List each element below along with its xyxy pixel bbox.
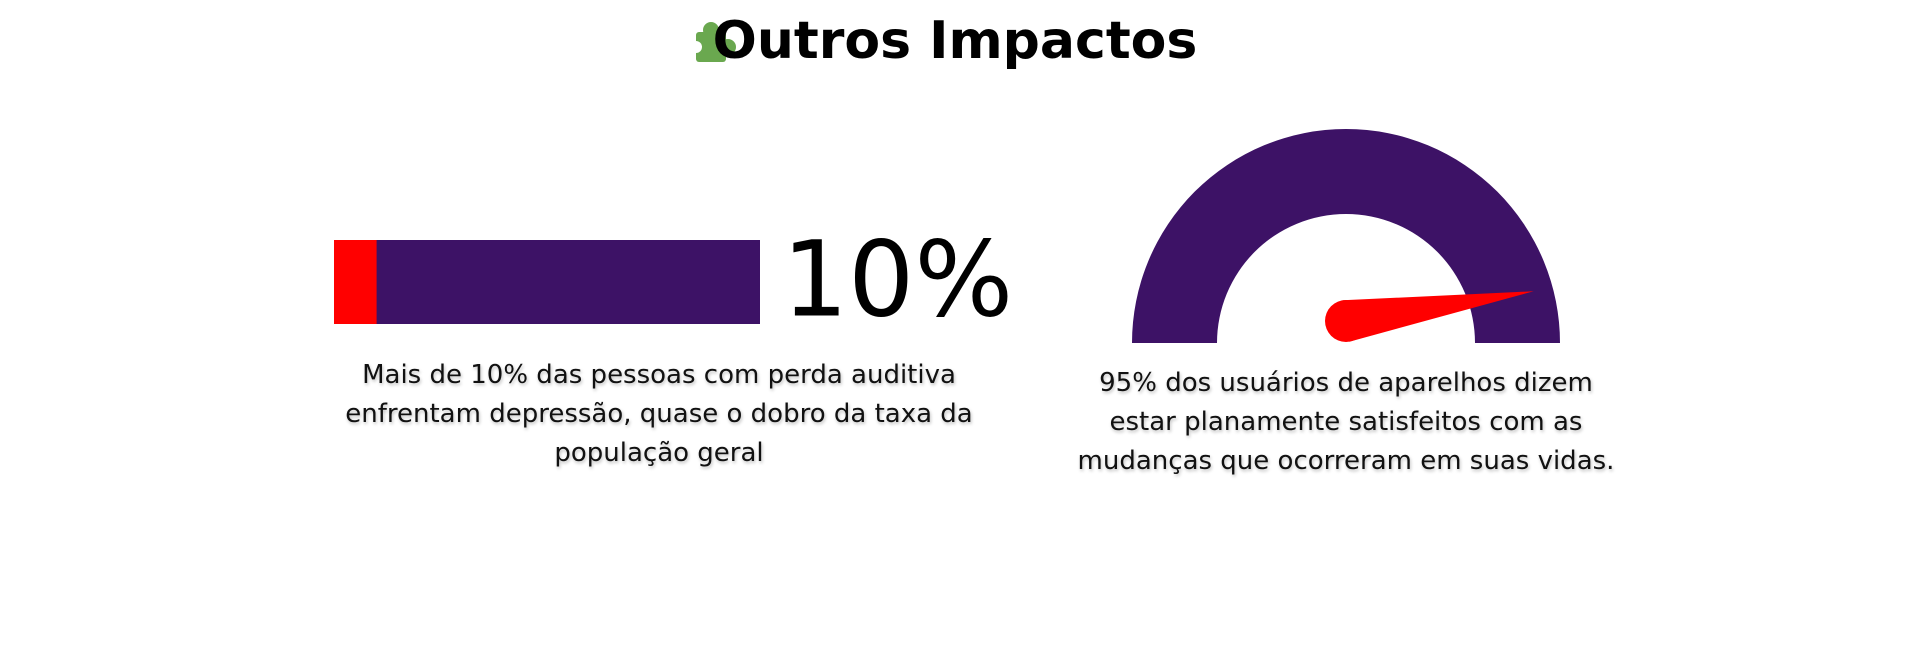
page-title: Outros Impactos — [713, 11, 1198, 71]
needle-pivot — [1325, 300, 1367, 342]
value-label: 10% — [782, 218, 1013, 340]
gauge-needle — [1325, 291, 1534, 342]
progress-track — [334, 240, 760, 324]
puzzle-icon — [690, 22, 736, 62]
needle-body — [1342, 291, 1534, 342]
caption: 95% dos usuários de aparelhos dizem esta… — [1077, 368, 1615, 476]
gauge-track — [1132, 129, 1560, 343]
progress-fill — [334, 240, 377, 324]
caption: Mais de 10% das pessoas com perda auditi… — [345, 360, 973, 468]
